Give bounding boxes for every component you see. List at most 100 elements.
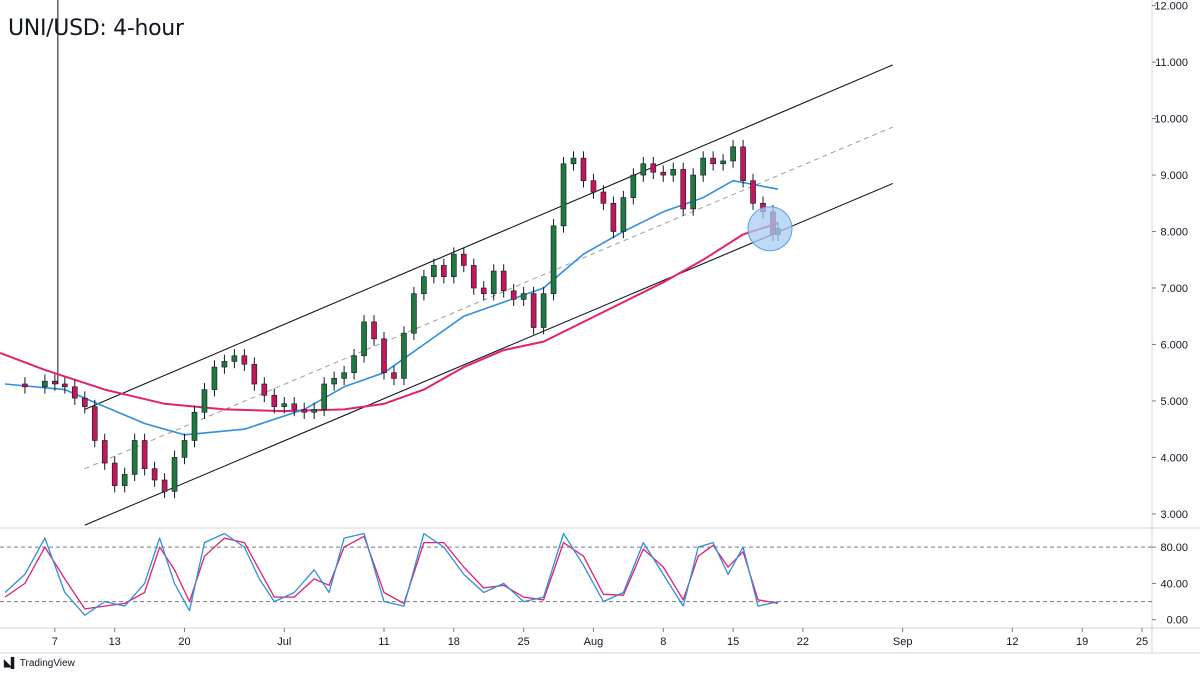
candle	[62, 377, 68, 394]
candle	[740, 140, 746, 188]
time-tick-label: Jul	[277, 636, 291, 648]
candle	[91, 399, 98, 448]
candle-down	[610, 202, 617, 232]
candle	[490, 264, 497, 301]
candle-up	[451, 253, 457, 278]
candle	[341, 365, 347, 386]
candle	[301, 402, 308, 420]
candle	[211, 360, 218, 397]
candle-up	[560, 163, 567, 227]
price-tick-label: 12.000	[1154, 1, 1188, 13]
candle-down	[251, 363, 258, 385]
candle	[131, 433, 138, 482]
candle-down	[62, 383, 68, 388]
price-tick-label: 10.000	[1154, 114, 1188, 126]
candle-down	[381, 338, 387, 374]
candle-down	[291, 403, 298, 410]
candle-up	[421, 276, 427, 294]
candle-down	[91, 406, 98, 441]
candle-down	[750, 180, 756, 204]
candle	[321, 377, 327, 417]
time-tick-label: 20	[178, 636, 190, 648]
candle	[171, 450, 178, 499]
candle	[630, 168, 637, 205]
candle-down	[111, 462, 118, 486]
candle	[281, 396, 288, 414]
oscillator-tick-label: 40.00	[1160, 578, 1188, 590]
candle-up	[191, 411, 198, 441]
price-tick-label: 7.000	[1160, 283, 1188, 295]
candle-up	[42, 380, 48, 388]
candle-up	[231, 355, 238, 362]
time-tick-label: 15	[727, 636, 739, 648]
candle-up	[570, 157, 577, 165]
candle	[421, 269, 427, 301]
candle-up	[201, 389, 208, 413]
candle	[261, 377, 268, 403]
candle	[411, 286, 417, 340]
candle	[600, 185, 607, 211]
chart-title: UNI/USD: 4-hour	[8, 16, 184, 41]
candle-up	[630, 174, 637, 198]
candle-down	[460, 253, 467, 266]
candle-down	[261, 383, 268, 396]
candle	[670, 162, 677, 182]
candle-down	[72, 386, 78, 399]
candle	[201, 382, 208, 420]
candle-up	[211, 366, 218, 390]
candle-up	[321, 383, 327, 410]
candle-down	[441, 265, 447, 278]
candle	[181, 433, 188, 465]
candle	[141, 433, 148, 476]
candle	[710, 151, 716, 171]
candle-up	[730, 146, 736, 162]
time-tick-label: 22	[797, 636, 809, 648]
candle	[610, 196, 617, 239]
price-tick-label: 11.000	[1155, 57, 1188, 69]
candle-down	[391, 372, 397, 379]
candle	[311, 402, 317, 420]
candle-down	[22, 383, 28, 388]
moving-averages	[0, 179, 779, 436]
slow-moving-average-line	[0, 222, 779, 413]
candle	[650, 156, 657, 180]
oscillator-tick-label: 80.00	[1160, 542, 1188, 554]
oscillator-d-line	[4, 535, 779, 610]
candle-up	[550, 225, 557, 294]
candle-up	[221, 361, 228, 368]
candle-up	[411, 293, 417, 334]
candle	[530, 286, 537, 335]
candle	[72, 380, 78, 405]
oscillator-tick-label: 0.00	[1167, 615, 1188, 627]
candle-up	[311, 409, 317, 413]
candle	[121, 467, 128, 493]
candle-down	[650, 163, 657, 173]
candle-down	[52, 380, 58, 385]
candle-down	[660, 171, 667, 176]
candle	[271, 388, 278, 414]
time-tick-label: 11	[378, 636, 389, 648]
candle-up	[700, 157, 706, 176]
time-axis: 7 13 20 Jul 11 18 25 Aug 8 15 22 Sep 12 19 25	[52, 628, 1148, 648]
candle-up	[131, 440, 138, 475]
price-tick-label: 6.000	[1160, 339, 1188, 351]
candle	[750, 173, 756, 211]
channel-upper-line	[84, 64, 893, 410]
fast-moving-average-line	[4, 179, 779, 436]
candle-up	[361, 321, 367, 357]
candle-up	[341, 372, 347, 379]
price-tick-label: 9.000	[1160, 170, 1188, 182]
candle	[251, 357, 258, 391]
candle-down	[271, 394, 278, 407]
time-tick-label: Sep	[893, 636, 913, 648]
time-tick-label: 25	[518, 636, 530, 648]
candle	[401, 326, 407, 386]
candle-down	[530, 293, 537, 328]
branding-label: TradingView	[19, 658, 75, 669]
stochastic-oscillator	[0, 532, 1152, 616]
time-tick-label: 8	[660, 636, 666, 648]
candle	[470, 258, 477, 295]
candle-down	[301, 409, 308, 413]
candle-up	[690, 174, 696, 210]
